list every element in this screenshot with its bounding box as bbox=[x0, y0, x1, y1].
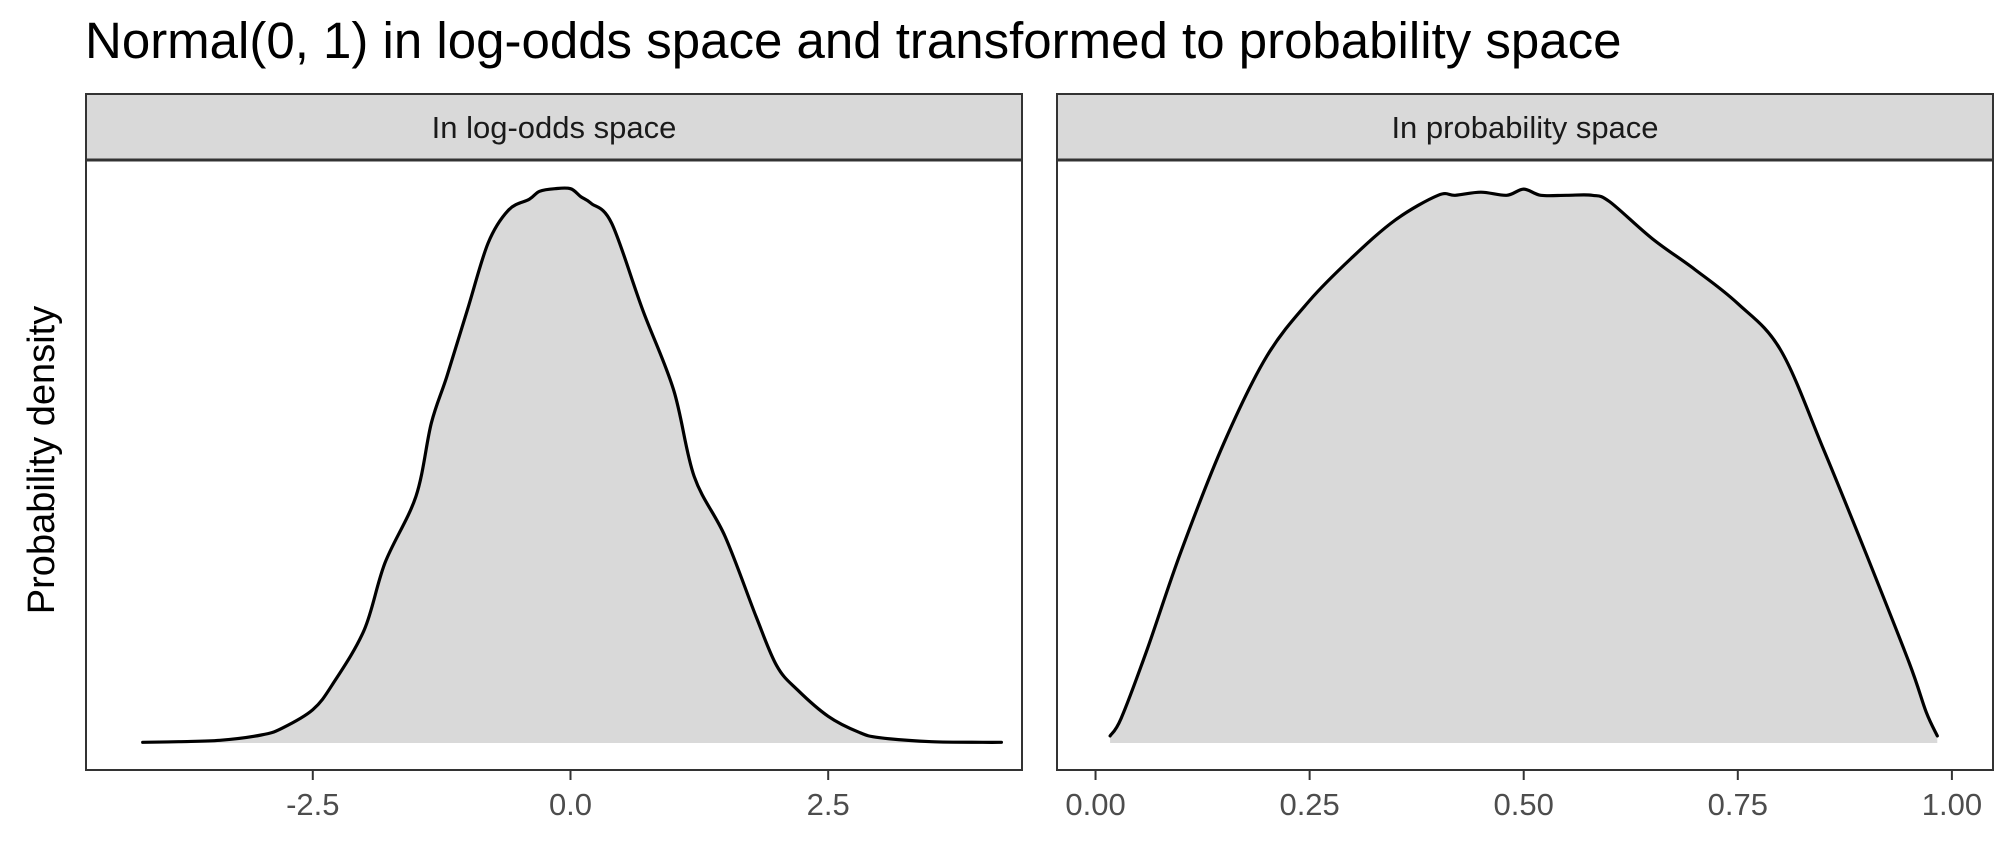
density-area bbox=[1110, 189, 1938, 744]
x-tick-label: 0.25 bbox=[1279, 787, 1339, 822]
density-line bbox=[1108, 187, 1939, 738]
x-tick-label: 0.0 bbox=[549, 787, 592, 822]
facet-strip-2 bbox=[1056, 93, 1994, 161]
facet-strip-label: In probability space bbox=[1391, 110, 1658, 145]
facet-panel-1: In log-odds space -2.5 0.0 2.5 bbox=[85, 93, 1023, 822]
x-tick-label: 0.50 bbox=[1494, 787, 1554, 822]
density-area bbox=[142, 187, 1002, 743]
x-tick-label: 2.5 bbox=[807, 787, 850, 822]
facet-strip-label: In log-odds space bbox=[432, 110, 677, 145]
facet-panels: In log-odds space -2.5 0.0 2.5 In probabilit… bbox=[85, 93, 1994, 822]
panel-border bbox=[85, 159, 1023, 771]
x-tick-label: 0.75 bbox=[1708, 787, 1768, 822]
x-tick-label: 1.00 bbox=[1922, 787, 1982, 822]
x-tick-label: -2.5 bbox=[286, 787, 339, 822]
chart-title: Normal(0, 1) in log-odds space and trans… bbox=[85, 12, 1621, 69]
density-line bbox=[141, 186, 1003, 744]
facet-panel-2: In probability space 0.00 0.25 0.50 0.75 1.00 bbox=[1056, 93, 1994, 822]
y-axis-title: Probability density bbox=[21, 306, 63, 614]
panel-border bbox=[1056, 159, 1994, 771]
x-tick-label: 0.00 bbox=[1065, 787, 1125, 822]
facet-strip-1 bbox=[85, 93, 1023, 161]
